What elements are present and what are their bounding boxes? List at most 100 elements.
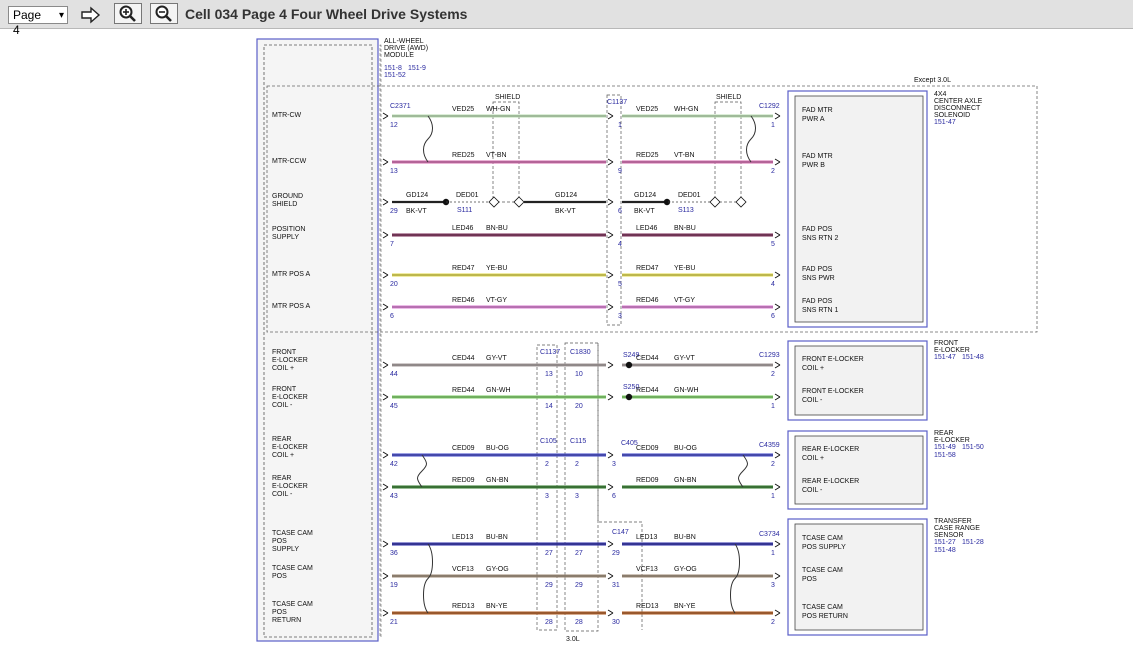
pin-number: 2 <box>545 461 549 468</box>
component-ref: 151-47 <box>934 354 956 361</box>
circuit-label: DED01 <box>678 192 701 199</box>
module-pin-label: COIL + <box>272 452 294 459</box>
module-pin-label: RETURN <box>272 617 301 624</box>
component-pin-label: REAR E-LOCKER <box>802 478 859 485</box>
pin-number: 28 <box>545 619 553 626</box>
module-pin-label: MTR POS A <box>272 303 310 310</box>
page-select[interactable]: Page 4 ▾ <box>8 6 68 37</box>
circuit-label: LED46 <box>636 225 658 232</box>
component-pin-label: COIL - <box>802 487 823 494</box>
circuit-label: GD124 <box>406 192 428 199</box>
awd-module-name: MODULE <box>384 52 414 59</box>
pin-number: 7 <box>390 241 394 248</box>
wire-color-label: YE-BU <box>486 265 507 272</box>
awd-module-ref: 151-8 <box>384 65 402 72</box>
shield-label: SHIELD <box>716 94 741 101</box>
pin-number: 42 <box>390 461 398 468</box>
terminal-arrow-icon <box>382 303 389 311</box>
circuit-label: CED09 <box>452 445 475 452</box>
component-ref: 151-58 <box>934 452 956 459</box>
terminal-arrow-icon <box>382 540 389 548</box>
page-select-value: Page 4 <box>13 8 42 37</box>
terminal-arrow-icon <box>774 158 781 166</box>
wire-color-label: GY-VT <box>486 355 507 362</box>
splice-label: S249 <box>623 352 639 359</box>
terminal-arrow-icon <box>382 361 389 369</box>
connector-label: C1137 <box>607 99 627 106</box>
bottom-note: 3.0L <box>566 636 580 643</box>
component-pin-label: FAD POS <box>802 226 833 233</box>
module-pin-label: TCASE CAM <box>272 601 313 608</box>
component-name: 4X4 <box>934 91 947 98</box>
wire-color-label: BU-BN <box>486 534 508 541</box>
pin-number: 45 <box>390 403 398 410</box>
wire-color-label: GN-BN <box>674 477 697 484</box>
pin-number: 29 <box>612 550 620 557</box>
component-pin-label: PWR A <box>802 116 825 123</box>
pin-number: 6 <box>390 313 394 320</box>
component-pin-label: FAD MTR <box>802 107 833 114</box>
circuit-label: VED25 <box>452 106 474 113</box>
terminal-arrow-icon <box>607 572 614 580</box>
module-pin-label: MTR-CW <box>272 112 302 119</box>
terminal-arrow-icon <box>382 231 389 239</box>
component-ref: 151-28 <box>962 539 984 546</box>
circuit-label: RED09 <box>636 477 659 484</box>
module-pin-label: POS <box>272 573 287 580</box>
module-pin-label: E-LOCKER <box>272 483 308 490</box>
wire-color-label: GN-WH <box>674 387 699 394</box>
zoom-in-button[interactable] <box>114 3 142 24</box>
go-arrow-icon[interactable] <box>79 5 101 25</box>
module-pin-label: SUPPLY <box>272 546 299 553</box>
pin-number: 13 <box>390 168 398 175</box>
component-pin-label: POS <box>802 576 817 583</box>
module-pin-label: POSITION <box>272 226 305 233</box>
module-pin-label: FRONT <box>272 349 297 356</box>
toolbar: Page 4 ▾ Cell 034 Page 4 Four Wheel Driv… <box>0 0 1133 37</box>
terminal-arrow-icon <box>774 303 781 311</box>
circuit-label: GD124 <box>555 192 577 199</box>
module-pin-label: MTR POS A <box>272 271 310 278</box>
connector-label: C1293 <box>759 352 780 359</box>
wire-color-label: VT-GY <box>674 297 695 304</box>
wire-color-label: BU-OG <box>674 445 697 452</box>
component-name: DISCONNECT <box>934 105 981 112</box>
terminal-arrow-icon <box>774 483 781 491</box>
terminal-arrow-icon <box>382 483 389 491</box>
terminal-arrow-icon <box>382 198 389 206</box>
zoom-out-button[interactable] <box>150 3 178 24</box>
pin-number: 21 <box>390 619 398 626</box>
terminal-arrow-icon <box>382 609 389 617</box>
terminal-arrow-icon <box>607 198 614 206</box>
pin-number: 6 <box>618 208 622 215</box>
terminal-arrow-icon <box>607 303 614 311</box>
shield-terminal-icon <box>709 196 721 208</box>
pin-number: 29 <box>545 582 553 589</box>
component-pin-label: FAD MTR <box>802 153 833 160</box>
wire-color-label: BU-OG <box>486 445 509 452</box>
pin-number: 19 <box>390 582 398 589</box>
component-pin-label: REAR E-LOCKER <box>802 446 859 453</box>
circuit-label: RED47 <box>452 265 475 272</box>
shield-terminal-icon <box>513 196 525 208</box>
splice-dot <box>625 361 633 369</box>
circuit-label: VCF13 <box>636 566 658 573</box>
module-pin-label: REAR <box>272 436 291 443</box>
pin-number: 3 <box>612 461 616 468</box>
circuit-label: LED46 <box>452 225 474 232</box>
module-pin-label: POS <box>272 538 287 545</box>
terminal-arrow-icon <box>607 112 614 120</box>
component-pin-label: SNS RTN 2 <box>802 235 839 242</box>
connector-label: C1292 <box>759 103 780 110</box>
wire-color-label: BN-YE <box>486 603 508 610</box>
connector-label: C2371 <box>390 103 411 110</box>
component-pin-label: FAD POS <box>802 298 833 305</box>
pin-number: 3 <box>618 313 622 320</box>
page-title: Cell 034 Page 4 Four Wheel Drive Systems <box>185 6 468 22</box>
pin-number: 20 <box>390 281 398 288</box>
terminal-arrow-icon <box>607 158 614 166</box>
pin-number: 1 <box>771 403 775 410</box>
wire-color-label: WH-GN <box>674 106 699 113</box>
